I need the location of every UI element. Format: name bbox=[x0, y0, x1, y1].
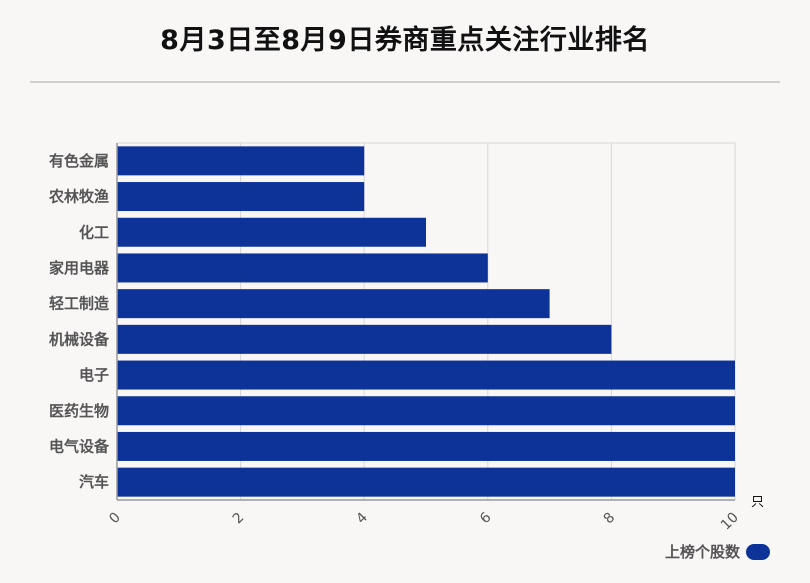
bar bbox=[117, 360, 735, 390]
category-label: 医药生物 bbox=[49, 402, 109, 420]
bar bbox=[117, 146, 365, 176]
bar bbox=[117, 182, 365, 212]
category-label: 家用电器 bbox=[49, 259, 110, 277]
category-label: 农林牧渔 bbox=[48, 188, 109, 206]
category-label: 机械设备 bbox=[49, 330, 110, 348]
category-label: 汽车 bbox=[79, 473, 109, 491]
category-label: 轻工制造 bbox=[49, 295, 109, 313]
bar bbox=[117, 396, 735, 426]
x-tick-label: 10 bbox=[718, 510, 742, 534]
x-tick-label: 4 bbox=[353, 509, 371, 527]
x-tick-label: 8 bbox=[601, 510, 619, 528]
bars bbox=[117, 146, 735, 497]
x-tick-label: 0 bbox=[106, 510, 124, 528]
x-tick-labels: 0 2 4 6 8 10 bbox=[106, 509, 742, 533]
bar bbox=[117, 253, 488, 283]
legend: 上榜个股数 bbox=[665, 541, 770, 562]
bar bbox=[117, 324, 612, 354]
legend-label: 上榜个股数 bbox=[664, 543, 740, 561]
bar bbox=[117, 467, 735, 497]
category-label: 电气设备 bbox=[49, 437, 110, 455]
category-label: 化工 bbox=[79, 223, 109, 241]
title-divider bbox=[30, 81, 780, 83]
chart-title: 8月3日至8月9日券商重点关注行业排名 bbox=[160, 25, 650, 56]
bar bbox=[117, 289, 550, 319]
bar bbox=[117, 217, 426, 247]
x-tick-label: 2 bbox=[230, 510, 248, 528]
category-label: 电子 bbox=[79, 366, 109, 384]
x-tick-label: 6 bbox=[477, 509, 495, 527]
category-label: 有色金属 bbox=[49, 152, 109, 170]
bar bbox=[117, 431, 735, 461]
x-axis-unit-label: 只 bbox=[751, 495, 764, 510]
axes bbox=[116, 143, 735, 501]
legend-swatch bbox=[746, 543, 770, 560]
